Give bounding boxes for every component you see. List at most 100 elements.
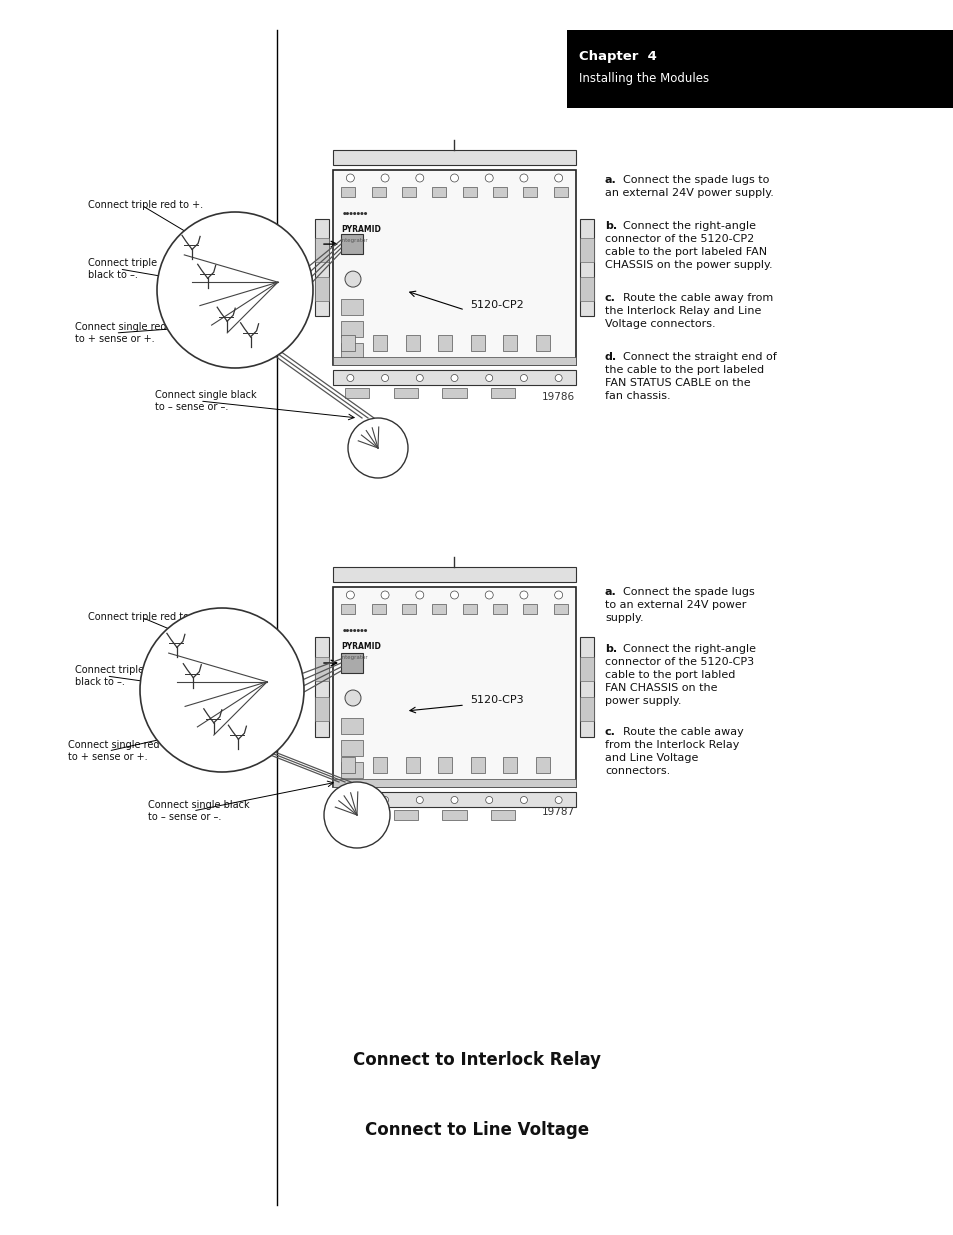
FancyBboxPatch shape [345, 388, 369, 398]
Text: 5120-CP3: 5120-CP3 [470, 695, 523, 705]
Circle shape [348, 417, 408, 478]
FancyBboxPatch shape [502, 335, 517, 351]
FancyBboxPatch shape [333, 779, 576, 787]
Circle shape [416, 592, 423, 599]
Text: PYRAMID: PYRAMID [340, 225, 380, 233]
Circle shape [554, 592, 562, 599]
Circle shape [416, 797, 423, 804]
Circle shape [519, 174, 527, 182]
Circle shape [381, 374, 388, 382]
FancyBboxPatch shape [554, 186, 567, 198]
Circle shape [485, 174, 493, 182]
Text: ●●●●●●●: ●●●●●●● [343, 629, 368, 634]
Circle shape [157, 212, 313, 368]
FancyBboxPatch shape [345, 810, 369, 820]
Text: Connect triple
black to –.: Connect triple black to –. [75, 664, 144, 687]
FancyBboxPatch shape [340, 235, 363, 254]
Text: Connect single black
to – sense or –.: Connect single black to – sense or –. [154, 390, 256, 411]
FancyBboxPatch shape [579, 219, 594, 316]
FancyBboxPatch shape [432, 604, 446, 614]
Circle shape [450, 592, 458, 599]
Text: Connect single red
to + sense or +.: Connect single red to + sense or +. [68, 740, 159, 762]
Text: Voltage connectors.: Voltage connectors. [604, 319, 715, 329]
Text: connector of the 5120-CP3: connector of the 5120-CP3 [604, 657, 753, 667]
Text: b.: b. [604, 221, 617, 231]
Text: an external 24V power supply.: an external 24V power supply. [604, 188, 773, 198]
FancyBboxPatch shape [442, 388, 466, 398]
Circle shape [520, 797, 527, 804]
FancyBboxPatch shape [405, 757, 419, 773]
FancyBboxPatch shape [373, 335, 387, 351]
Circle shape [346, 174, 354, 182]
FancyBboxPatch shape [333, 170, 576, 366]
FancyBboxPatch shape [566, 30, 953, 107]
Text: Connect the straight end of: Connect the straight end of [622, 352, 776, 362]
Circle shape [451, 797, 457, 804]
Text: Connect the right-angle: Connect the right-angle [622, 643, 755, 655]
Text: power supply.: power supply. [604, 697, 680, 706]
Text: connector of the 5120-CP2: connector of the 5120-CP2 [604, 233, 754, 245]
FancyBboxPatch shape [401, 186, 416, 198]
FancyBboxPatch shape [340, 299, 363, 315]
FancyBboxPatch shape [340, 343, 363, 359]
FancyBboxPatch shape [314, 277, 329, 300]
Text: c.: c. [604, 727, 616, 737]
FancyBboxPatch shape [371, 604, 385, 614]
FancyBboxPatch shape [579, 277, 594, 300]
Text: Connect the right-angle: Connect the right-angle [622, 221, 755, 231]
Circle shape [555, 797, 561, 804]
Circle shape [347, 374, 354, 382]
FancyBboxPatch shape [462, 186, 476, 198]
Text: CHASSIS on the power supply.: CHASSIS on the power supply. [604, 261, 772, 270]
FancyBboxPatch shape [462, 604, 476, 614]
Circle shape [380, 592, 389, 599]
FancyBboxPatch shape [371, 186, 385, 198]
FancyBboxPatch shape [340, 757, 355, 773]
FancyBboxPatch shape [314, 238, 329, 262]
Circle shape [554, 174, 562, 182]
Text: to an external 24V power: to an external 24V power [604, 600, 745, 610]
FancyBboxPatch shape [437, 335, 452, 351]
Circle shape [451, 374, 457, 382]
Text: Connect single black
to – sense or –.: Connect single black to – sense or –. [148, 800, 250, 821]
Circle shape [485, 374, 492, 382]
Text: Route the cable away: Route the cable away [622, 727, 743, 737]
FancyBboxPatch shape [340, 762, 363, 778]
FancyBboxPatch shape [333, 370, 576, 385]
Circle shape [450, 174, 458, 182]
Text: from the Interlock Relay: from the Interlock Relay [604, 740, 739, 750]
Text: connectors.: connectors. [604, 766, 670, 776]
Text: the cable to the port labeled: the cable to the port labeled [604, 366, 763, 375]
Text: and Line Voltage: and Line Voltage [604, 753, 698, 763]
FancyBboxPatch shape [491, 810, 515, 820]
FancyBboxPatch shape [340, 718, 363, 734]
FancyBboxPatch shape [491, 388, 515, 398]
FancyBboxPatch shape [314, 219, 329, 316]
FancyBboxPatch shape [341, 186, 355, 198]
Text: the Interlock Relay and Line: the Interlock Relay and Line [604, 306, 760, 316]
Circle shape [347, 797, 354, 804]
Text: Route the cable away from: Route the cable away from [622, 293, 773, 303]
FancyBboxPatch shape [333, 567, 576, 582]
Text: Integrator: Integrator [340, 655, 368, 659]
FancyBboxPatch shape [314, 697, 329, 721]
FancyBboxPatch shape [394, 810, 417, 820]
FancyBboxPatch shape [523, 186, 537, 198]
Circle shape [324, 782, 390, 848]
Circle shape [416, 374, 423, 382]
Text: Connect single red
to + sense or +.: Connect single red to + sense or +. [75, 322, 167, 343]
FancyBboxPatch shape [493, 186, 507, 198]
Text: d.: d. [604, 352, 617, 362]
FancyBboxPatch shape [405, 335, 419, 351]
FancyBboxPatch shape [340, 740, 363, 756]
FancyBboxPatch shape [579, 238, 594, 262]
Text: fan chassis.: fan chassis. [604, 391, 670, 401]
Text: Connect the spade lugs: Connect the spade lugs [622, 587, 754, 597]
Text: Connect to Interlock Relay: Connect to Interlock Relay [353, 1051, 600, 1070]
FancyBboxPatch shape [341, 604, 355, 614]
Text: cable to the port labeled FAN: cable to the port labeled FAN [604, 247, 766, 257]
FancyBboxPatch shape [340, 321, 363, 337]
Text: ●●●●●●●: ●●●●●●● [343, 212, 368, 216]
Circle shape [555, 374, 561, 382]
FancyBboxPatch shape [314, 657, 329, 680]
